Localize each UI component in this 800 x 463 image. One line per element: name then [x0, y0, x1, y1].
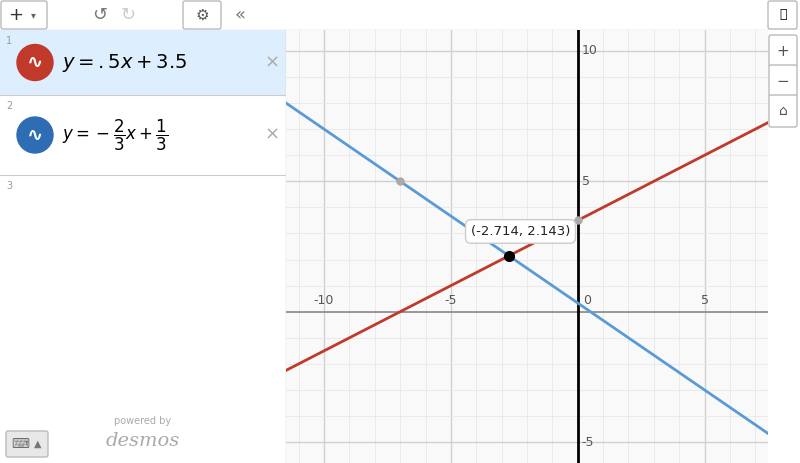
Text: ×: × — [265, 54, 279, 71]
Text: 10: 10 — [582, 44, 598, 57]
Text: desmos: desmos — [106, 432, 180, 450]
Text: 1: 1 — [6, 36, 12, 46]
Text: powered by: powered by — [114, 416, 171, 426]
Text: 2: 2 — [6, 101, 12, 111]
Circle shape — [17, 117, 53, 153]
Text: −: − — [777, 74, 790, 88]
Text: -5: -5 — [445, 294, 457, 307]
Text: ×: × — [265, 126, 279, 144]
FancyBboxPatch shape — [1, 1, 47, 29]
Text: +: + — [9, 6, 23, 24]
Text: $y = .5x + 3.5$: $y = .5x + 3.5$ — [62, 51, 187, 74]
Text: (-2.714, 2.143): (-2.714, 2.143) — [471, 225, 570, 238]
Text: 5: 5 — [701, 294, 709, 307]
Text: ▲: ▲ — [34, 439, 42, 449]
Text: -10: -10 — [314, 294, 334, 307]
Text: +: + — [777, 44, 790, 58]
Text: ∿: ∿ — [27, 125, 43, 144]
Text: ⌨: ⌨ — [11, 438, 29, 450]
Text: ∿: ∿ — [27, 53, 43, 72]
Text: 0: 0 — [583, 294, 591, 307]
Circle shape — [17, 44, 53, 81]
FancyBboxPatch shape — [768, 1, 797, 29]
Text: 3: 3 — [6, 181, 12, 191]
Bar — [0, 30, 286, 95]
Text: -5: -5 — [582, 436, 594, 449]
Text: ⚙: ⚙ — [195, 7, 209, 23]
Text: «: « — [234, 6, 246, 24]
FancyBboxPatch shape — [183, 1, 221, 29]
Text: 🔧: 🔧 — [779, 8, 786, 21]
FancyBboxPatch shape — [769, 95, 797, 127]
Text: ⌂: ⌂ — [778, 104, 787, 118]
Text: ▾: ▾ — [30, 10, 35, 20]
Text: ↺: ↺ — [93, 6, 107, 24]
Text: 5: 5 — [582, 175, 590, 188]
Text: $y = -\dfrac{2}{3}x + \dfrac{1}{3}$: $y = -\dfrac{2}{3}x + \dfrac{1}{3}$ — [62, 118, 169, 153]
Text: ↻: ↻ — [121, 6, 135, 24]
FancyBboxPatch shape — [6, 431, 48, 457]
FancyBboxPatch shape — [769, 35, 797, 67]
FancyBboxPatch shape — [769, 65, 797, 97]
